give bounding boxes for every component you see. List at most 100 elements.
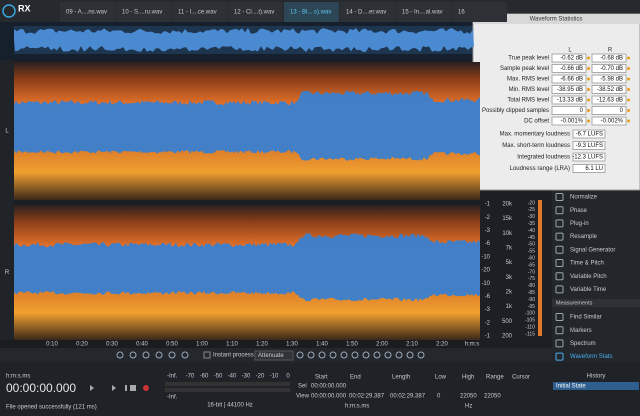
stats-label: Max. RMS level <box>507 77 549 83</box>
module[interactable]: Variable Pitch <box>570 274 607 280</box>
module[interactable]: Phase <box>570 208 588 214</box>
tab[interactable] <box>172 2 227 22</box>
stats-label: Sample peak level <box>500 66 549 72</box>
tool-icon[interactable] <box>384 351 392 359</box>
db-label: -1 <box>485 202 491 208</box>
ruler-label: 2:20 <box>436 342 448 348</box>
module-icon <box>555 245 564 254</box>
sel-header: Cursor <box>512 375 530 381</box>
sel-header: Length <box>392 375 410 381</box>
stats-label: Possibly clipped samples <box>482 108 549 114</box>
module[interactable]: Waveform Stats <box>570 354 612 360</box>
db-label: -2 <box>485 215 491 221</box>
tool-icon[interactable] <box>351 351 359 359</box>
stats-dot <box>627 88 630 91</box>
stats-dot <box>587 109 590 112</box>
module[interactable]: Normalize <box>570 195 598 201</box>
view-start: 00:00:00.000 <box>311 394 347 400</box>
stats-box <box>551 64 587 73</box>
tool-icon[interactable] <box>318 351 326 359</box>
row-label: Sel <box>298 384 307 390</box>
color-scale-label: -90 <box>528 297 535 303</box>
tool-icon[interactable] <box>181 351 189 359</box>
tab-label: 10 - S....ru.wav <box>122 10 162 16</box>
tab[interactable] <box>116 2 171 22</box>
db-label: -10 <box>481 254 490 260</box>
module[interactable]: Markers <box>570 328 592 334</box>
loudness-box <box>572 152 606 162</box>
module[interactable]: Spectrum <box>570 341 596 347</box>
tool-icon[interactable] <box>142 351 150 359</box>
db-label: -3 <box>485 307 491 313</box>
meter-scale: 0 <box>286 374 290 380</box>
tab[interactable] <box>340 2 395 22</box>
tab[interactable] <box>60 2 115 22</box>
color-scale-label: -85 <box>528 290 535 296</box>
tool-icon[interactable] <box>329 351 337 359</box>
tool-icon[interactable] <box>168 351 176 359</box>
tab[interactable] <box>396 2 451 22</box>
stats-box <box>551 116 587 126</box>
stats-box <box>591 85 627 94</box>
stats-column: L <box>568 48 572 54</box>
meter-scale: -30 <box>242 374 251 380</box>
meter-scale: -40 <box>228 374 237 380</box>
hz-label: 1k <box>506 304 513 310</box>
module-icon <box>555 285 564 294</box>
stats-label: DC offset <box>524 119 549 125</box>
tool-icon[interactable] <box>362 351 370 359</box>
waveform <box>14 90 480 161</box>
tab-label: 11 - I....ce.wav <box>178 10 217 16</box>
module[interactable]: Variable Time <box>570 287 607 293</box>
color-scale-label: -30 <box>528 214 535 220</box>
tool-icon[interactable] <box>406 351 414 359</box>
db-label: -1 <box>485 334 491 340</box>
module[interactable]: Signal Generator <box>570 247 615 253</box>
module[interactable]: Find Similar <box>570 315 602 321</box>
record-button[interactable] <box>143 385 149 391</box>
db-label: -6 <box>485 241 491 247</box>
tool-icon[interactable] <box>340 351 348 359</box>
tool-icon[interactable] <box>155 351 163 359</box>
tool-icon[interactable] <box>296 351 304 359</box>
stats-label: Min. RMS level <box>509 87 549 93</box>
loudness-box <box>572 164 606 173</box>
tab[interactable] <box>452 2 507 22</box>
module[interactable]: Time & Pitch <box>570 261 604 267</box>
tool-icon[interactable] <box>417 351 425 359</box>
color-scale-label: -50 <box>528 242 535 248</box>
stats-box <box>591 53 627 63</box>
module-icon <box>555 339 564 348</box>
module[interactable]: Resample <box>570 234 598 240</box>
db-label: -2 <box>485 320 491 326</box>
view-end: 00:02:29.387 <box>349 394 385 400</box>
hz-label: 10k <box>502 231 513 237</box>
tool-icon[interactable] <box>373 351 381 359</box>
stats-value: 0 <box>580 108 584 114</box>
hz-label: 15k <box>502 216 513 222</box>
channel-label: L <box>5 129 9 135</box>
tool-icon[interactable] <box>116 351 124 359</box>
loudness-label: Loudness range (LRA) <box>510 166 570 172</box>
meter-r: -Inf. <box>167 395 178 401</box>
history-title: History <box>587 374 606 380</box>
tab[interactable] <box>284 2 339 22</box>
transport-buttons[interactable] <box>90 385 136 391</box>
waveform <box>14 233 480 302</box>
meter-scale: -60 <box>200 374 209 380</box>
ruler-label: 0:50 <box>166 342 178 348</box>
db-label: -3 <box>485 228 491 234</box>
stats-box <box>591 74 627 84</box>
ruler-label: 0:20 <box>76 342 88 348</box>
checkbox[interactable] <box>203 351 211 359</box>
tool-icon[interactable] <box>129 351 137 359</box>
mode-dropdown[interactable] <box>254 350 294 361</box>
tab[interactable] <box>228 2 283 22</box>
bottom-bar <box>0 362 640 416</box>
module-icon <box>555 259 564 267</box>
module[interactable]: Plug-in <box>570 221 589 227</box>
ruler-label: 1:20 <box>256 342 268 348</box>
tool-icon[interactable] <box>307 351 315 359</box>
tool-icon[interactable] <box>395 351 403 359</box>
